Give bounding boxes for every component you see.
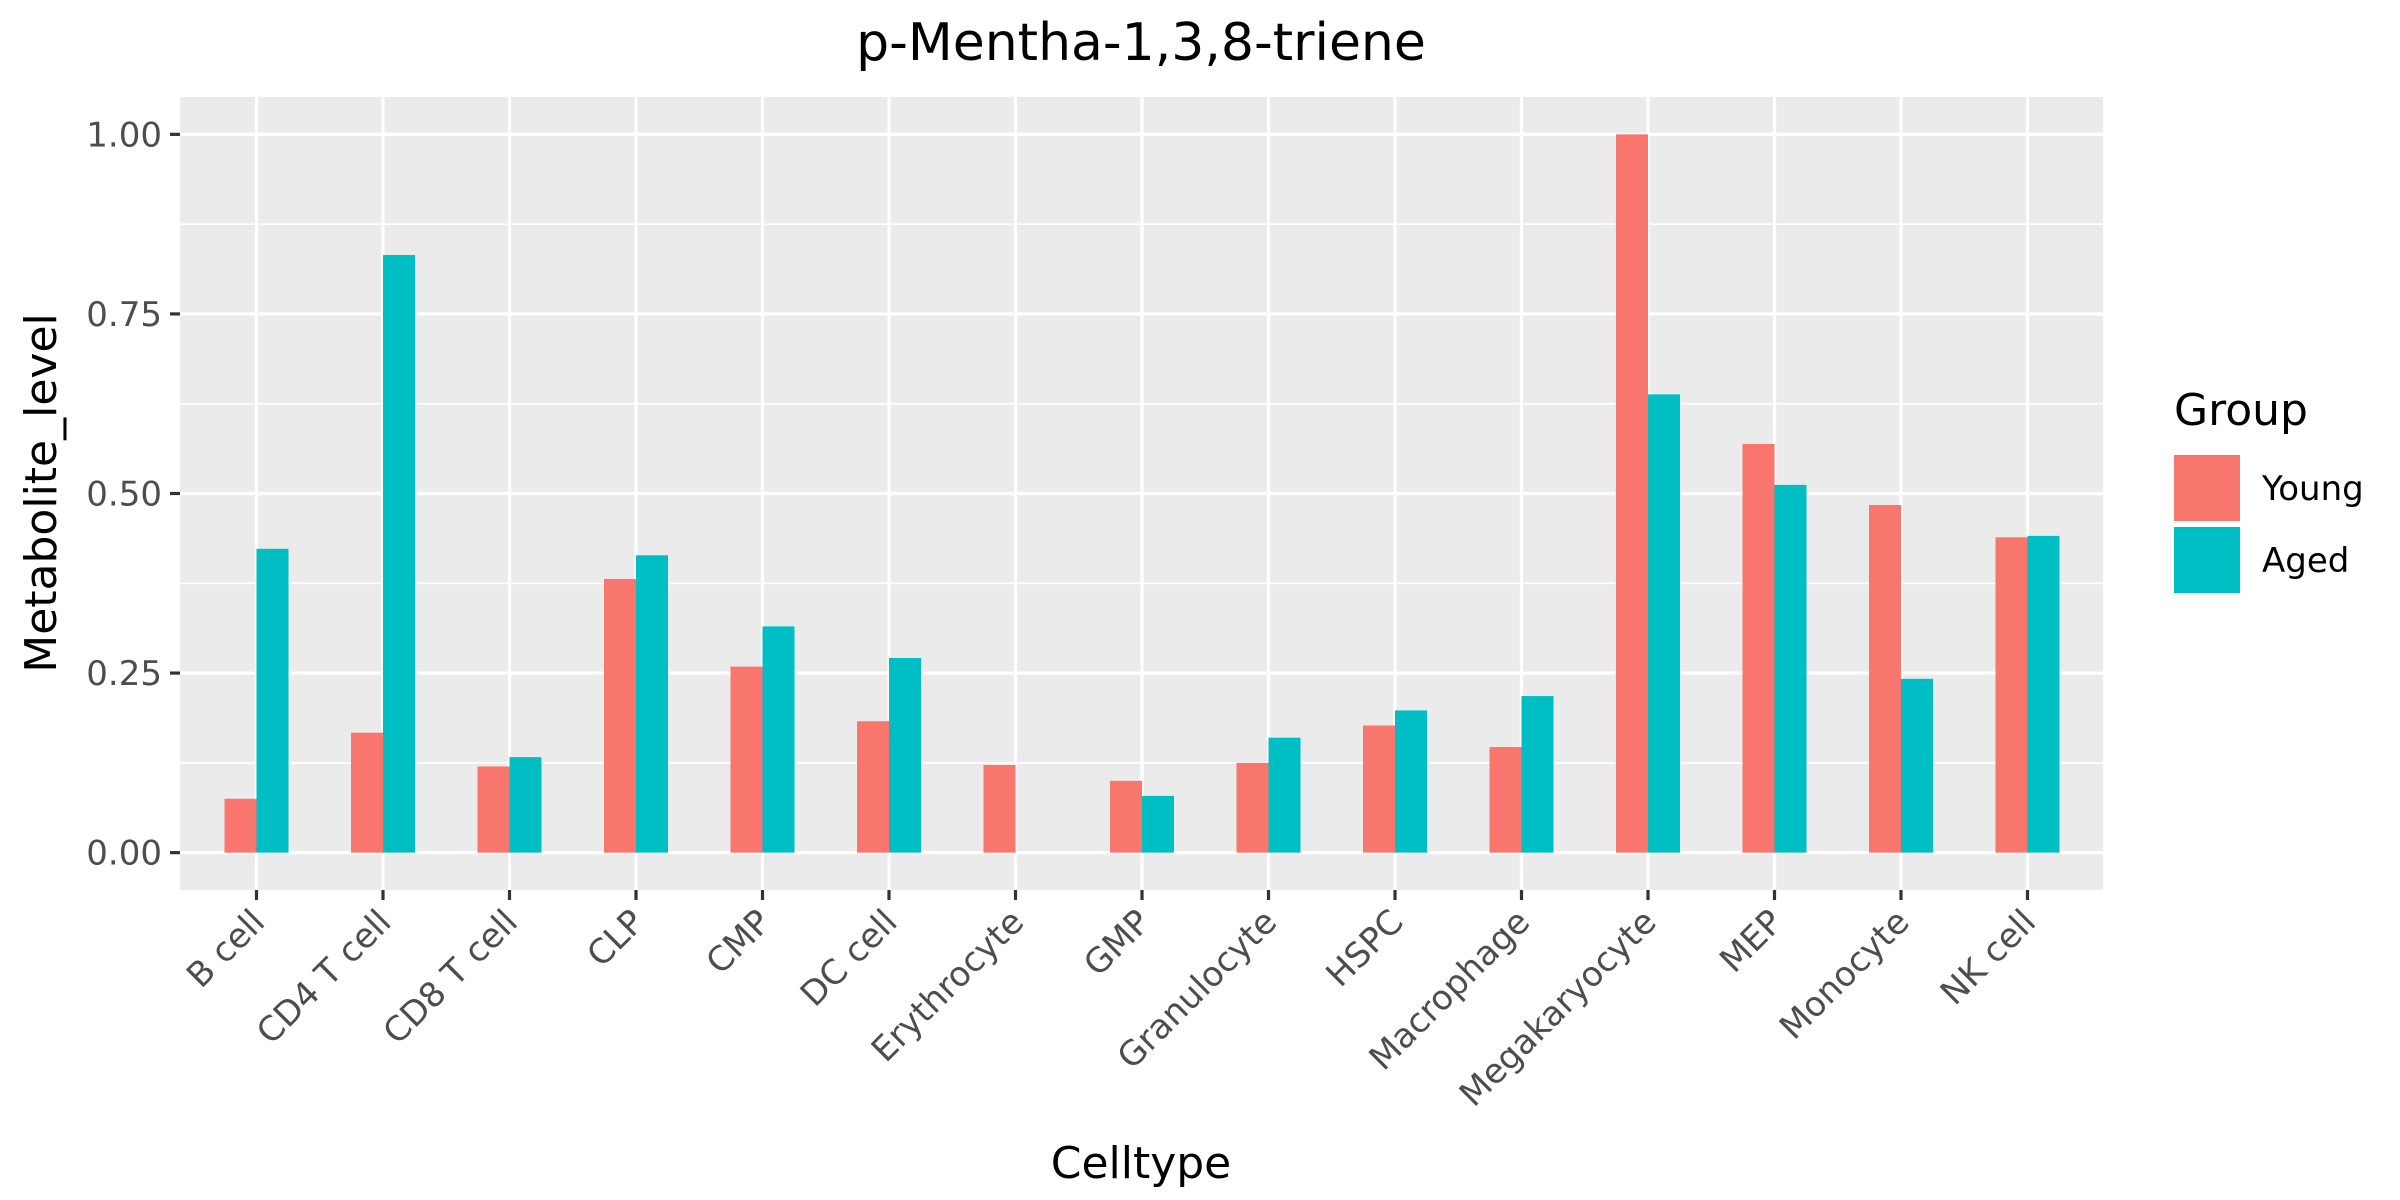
bar-aged-b-cell xyxy=(256,548,289,853)
bar-young-dc-cell xyxy=(857,721,889,853)
legend-items: Young Aged xyxy=(2174,455,2364,593)
bar-young-granulocyte xyxy=(1236,762,1269,853)
legend-title: Group xyxy=(2174,385,2308,436)
bars xyxy=(224,134,2060,853)
bar-aged-gmp xyxy=(1142,795,1174,853)
y-axis-title: Metabolite_level xyxy=(16,313,67,673)
bar-young-nk-cell xyxy=(1995,537,2028,853)
bar-young-cmp xyxy=(730,666,763,853)
legend-label-aged: Aged xyxy=(2262,541,2349,581)
y-tick-label: 1.00 xyxy=(86,115,162,155)
chart-title: p-Mentha-1,3,8-triene xyxy=(856,13,1426,73)
bar-aged-cd8-t-cell xyxy=(509,757,542,853)
y-tick-label: 0.00 xyxy=(86,834,162,874)
legend-label-young: Young xyxy=(2261,469,2364,509)
bar-aged-dc-cell xyxy=(889,657,921,853)
bar-young-mep xyxy=(1742,443,1775,853)
bar-aged-nk-cell xyxy=(2027,535,2060,853)
legend-swatch-aged xyxy=(2174,527,2240,593)
bar-young-clp xyxy=(604,578,636,853)
bar-aged-macrophage xyxy=(1521,696,1554,853)
bar-young-monocyte xyxy=(1869,504,1901,853)
bar-aged-granulocyte xyxy=(1268,737,1301,853)
bar-young-b-cell xyxy=(224,798,257,853)
bar-aged-mep xyxy=(1774,484,1807,853)
legend-swatch-young xyxy=(2174,455,2240,521)
x-axis-title: Celltype xyxy=(1051,1138,1232,1189)
bar-aged-monocyte xyxy=(1901,678,1933,853)
y-axis: 0.00 0.25 0.50 0.75 1.00 xyxy=(86,115,180,874)
bar-young-cd8-t-cell xyxy=(477,766,510,853)
bar-young-erythrocyte xyxy=(983,765,1016,853)
y-tick-label: 0.50 xyxy=(86,475,162,515)
bar-young-megakaryocyte xyxy=(1616,134,1648,853)
bar-aged-hspc xyxy=(1395,710,1427,853)
bar-aged-cd4-t-cell xyxy=(383,255,415,853)
y-tick-label: 0.75 xyxy=(86,295,162,335)
bar-young-macrophage xyxy=(1489,747,1522,853)
bar-aged-clp xyxy=(636,555,668,853)
bar-young-cd4-t-cell xyxy=(351,732,383,853)
bar-young-hspc xyxy=(1363,725,1395,853)
bar-young-gmp xyxy=(1110,780,1142,853)
bar-aged-cmp xyxy=(762,626,795,853)
y-tick-label: 0.25 xyxy=(86,654,162,694)
bar-aged-megakaryocyte xyxy=(1648,394,1680,853)
legend: Group Young Aged xyxy=(2174,385,2364,593)
